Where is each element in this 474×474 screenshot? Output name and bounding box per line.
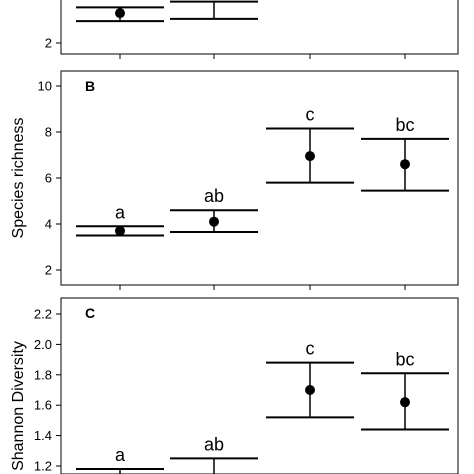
significance-label: bc xyxy=(395,115,414,135)
significance-label: a xyxy=(115,202,126,222)
y-tick-label: 8 xyxy=(45,125,52,140)
panel-frame-1 xyxy=(60,0,459,55)
mean-point xyxy=(400,397,410,408)
mean-point xyxy=(209,216,219,227)
mean-point xyxy=(305,385,315,395)
significance-label: bc xyxy=(395,349,414,369)
y-axis-title: Shannon Diversity xyxy=(10,341,27,471)
mean-point xyxy=(115,8,125,19)
y-tick-label: 1.2 xyxy=(34,459,52,474)
y-tick-label: 10 xyxy=(38,79,52,94)
panel-letter: C xyxy=(85,305,95,321)
y-tick-label: 1.6 xyxy=(34,398,52,413)
y-tick-label: 2.2 xyxy=(34,307,52,322)
y-tick-label: 1.8 xyxy=(34,367,52,382)
y-tick-label: 2.0 xyxy=(34,337,52,352)
y-tick-label: 6 xyxy=(45,171,52,186)
mean-point xyxy=(115,225,125,236)
significance-label: ab xyxy=(204,434,224,454)
y-tick-label: 2 xyxy=(45,263,52,278)
significance-label: a xyxy=(115,445,126,465)
panel-frame-2 xyxy=(60,70,459,286)
y-axis-title: Species richness xyxy=(10,118,27,239)
y-tick-label: 2 xyxy=(45,36,52,51)
significance-label: c xyxy=(306,105,315,125)
y-tick-label: 1.4 xyxy=(34,428,52,443)
significance-label: ab xyxy=(204,186,224,206)
panel-letter: B xyxy=(85,78,95,94)
mean-point xyxy=(400,159,410,170)
panel-frame-3 xyxy=(60,297,459,474)
y-tick-label: 4 xyxy=(45,217,52,232)
significance-label: c xyxy=(306,339,315,359)
mean-point xyxy=(305,151,315,162)
